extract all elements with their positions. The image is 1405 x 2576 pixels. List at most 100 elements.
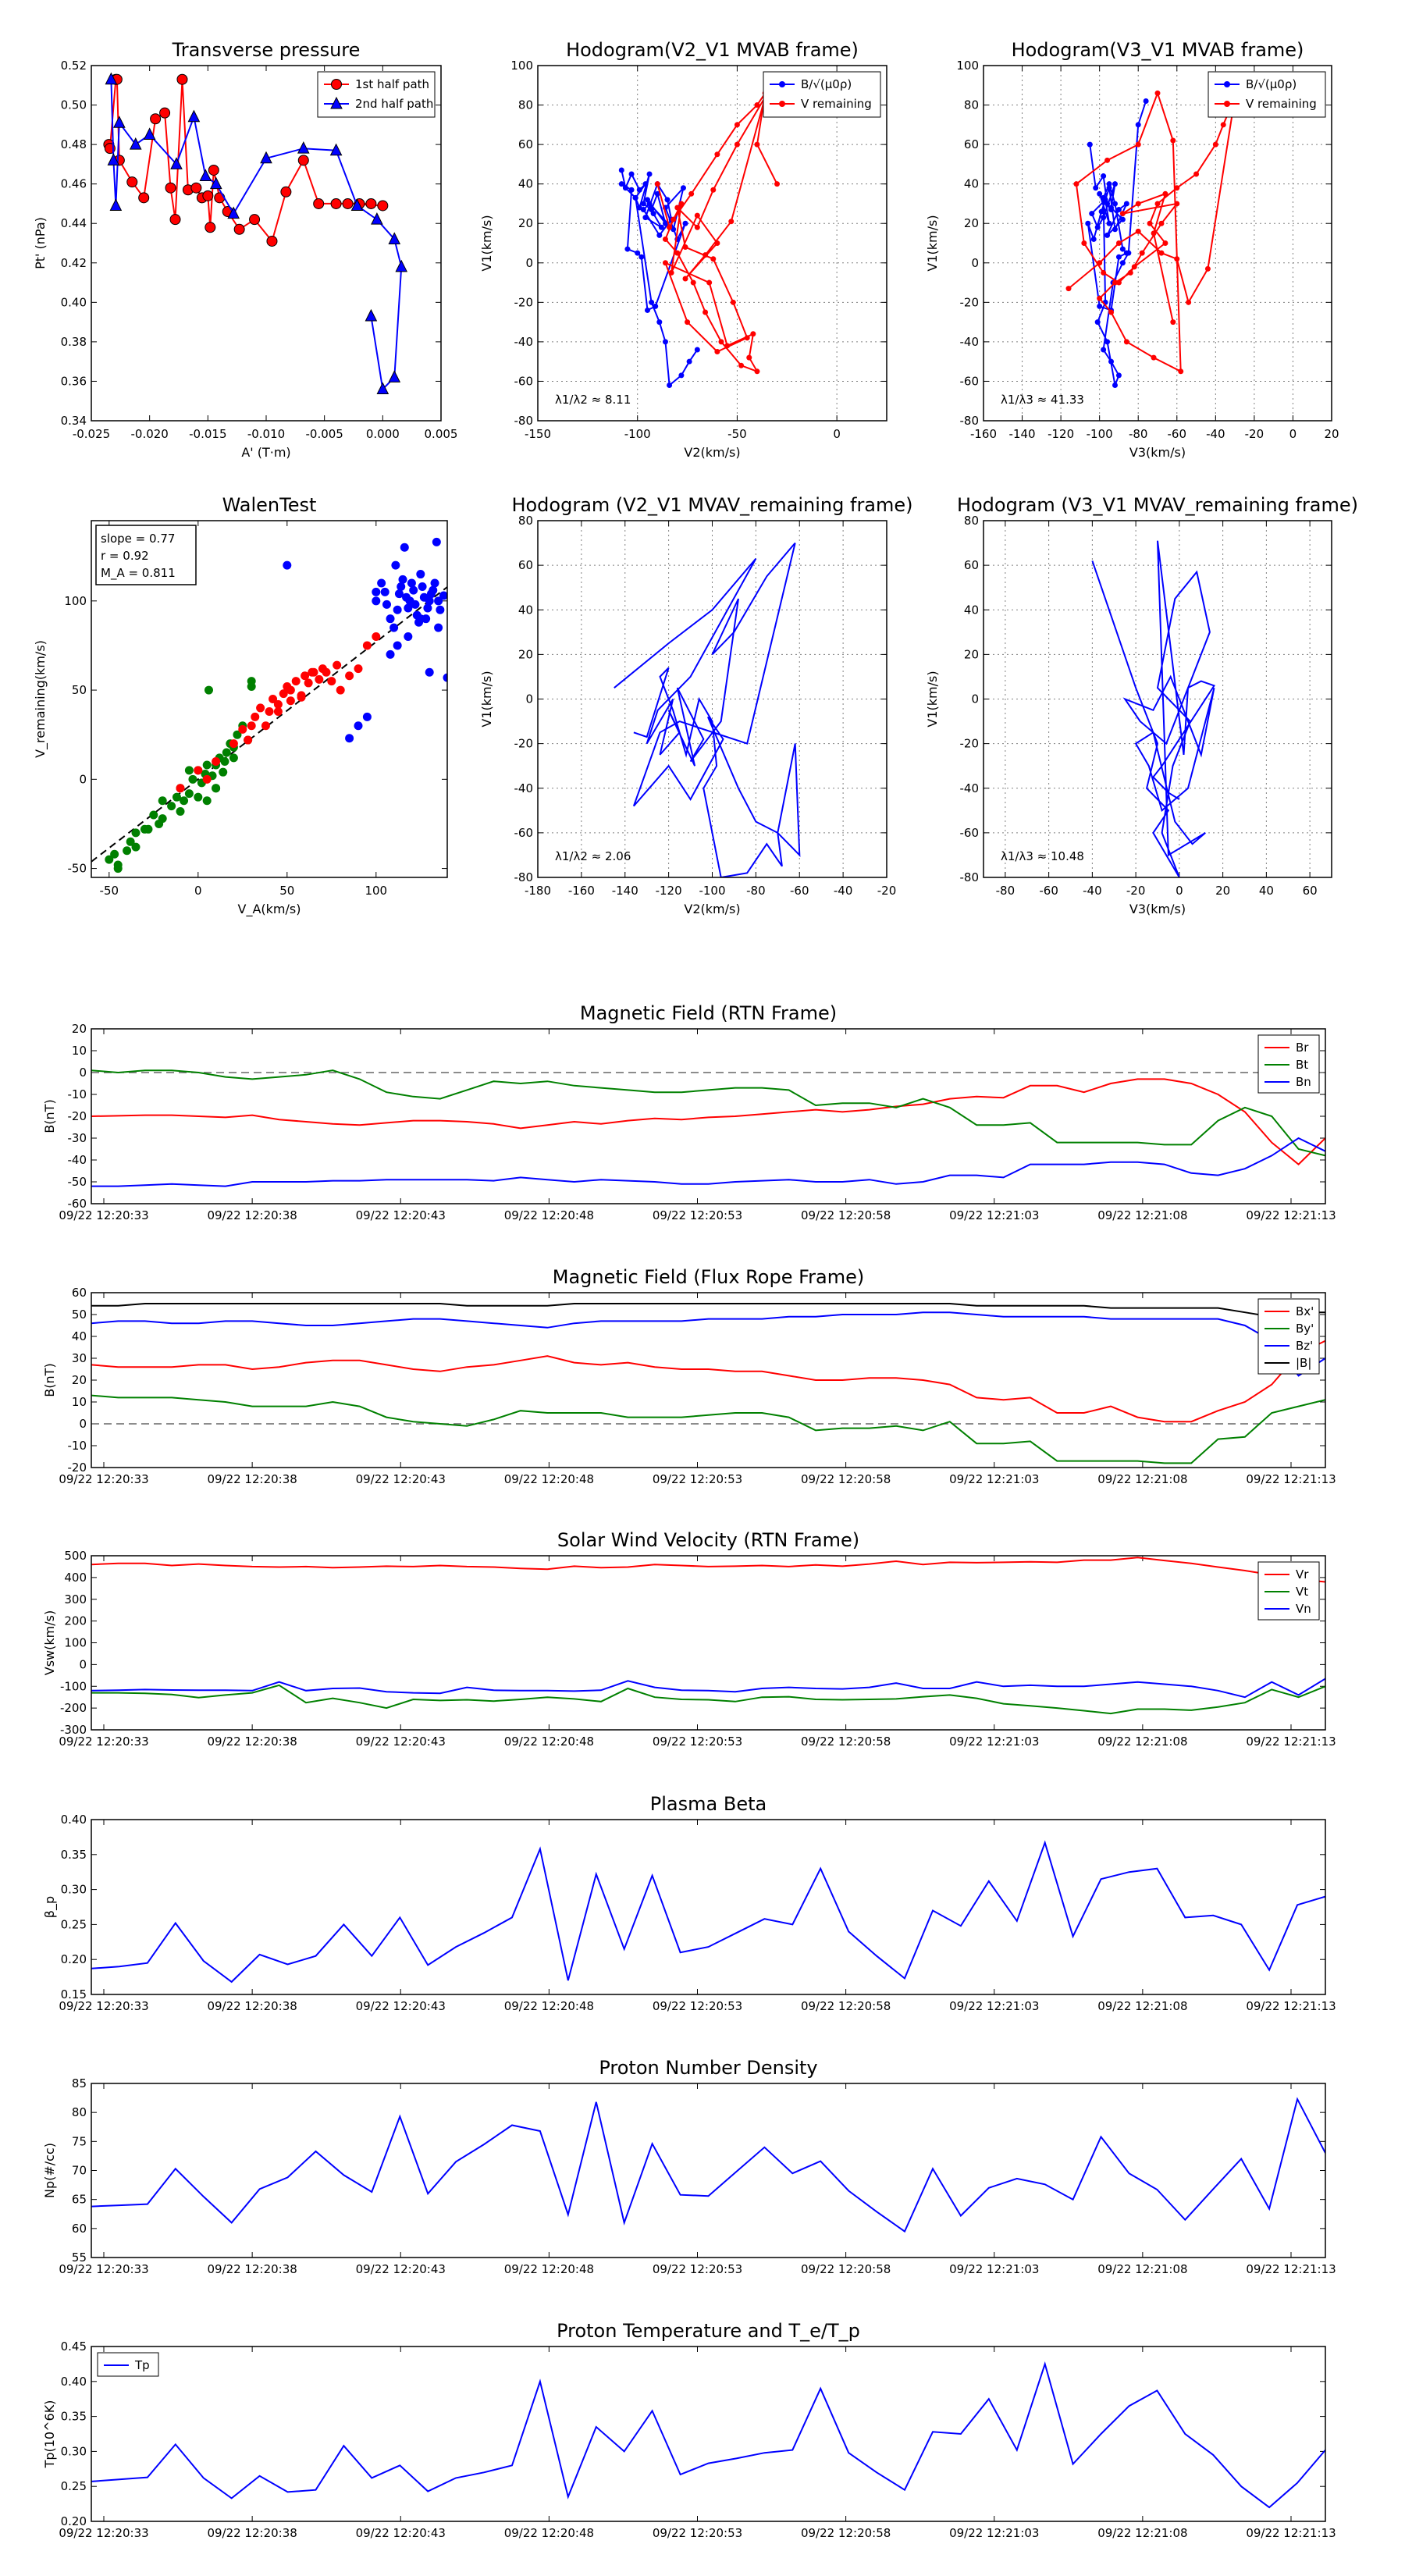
data-point (750, 331, 756, 337)
data-point (107, 153, 120, 165)
data-point (286, 685, 295, 695)
data-point (1094, 319, 1101, 326)
data-point (123, 846, 132, 856)
data-point (247, 721, 256, 731)
data-point (1119, 260, 1126, 266)
x-tick-label: -50 (100, 884, 119, 898)
x-tick-label: -60 (790, 884, 809, 898)
x-tick-label: 09/22 12:21:03 (949, 1735, 1039, 1749)
y-tick-label: 0.30 (61, 1883, 87, 1897)
y-axis-label: B(nT) (42, 1099, 57, 1133)
x-tick-label: 09/22 12:20:58 (801, 2526, 891, 2540)
y-tick-label: 200 (64, 1614, 87, 1628)
x-tick-label: -120 (1048, 427, 1074, 441)
data-point (220, 756, 229, 766)
data-point (388, 370, 401, 382)
data-point (656, 232, 663, 238)
chart-p6: Hodogram (V3_V1 MVAV_remaining frame) -80… (925, 494, 1358, 916)
data-point (1204, 265, 1211, 272)
y-tick-label: 65 (72, 2193, 87, 2207)
x-tick-label: 09/22 12:20:43 (356, 1999, 446, 2013)
x-tick-label: 09/22 12:20:48 (504, 1472, 594, 1486)
y-tick-label: 20 (964, 647, 979, 661)
data-point (187, 109, 201, 123)
data-point (238, 724, 247, 734)
y-tick-label: -20 (514, 295, 534, 309)
y-tick-label: -40 (960, 335, 980, 349)
x-tick-label: -80 (996, 884, 1016, 898)
x-tick-label: 0 (1176, 884, 1183, 898)
data-point (158, 796, 167, 806)
data-point (1174, 256, 1180, 262)
axes-frame (91, 65, 442, 422)
data-point (1131, 264, 1137, 270)
x-tick-label: 09/22 12:20:58 (801, 2262, 891, 2276)
data-point (386, 614, 395, 624)
data-point (416, 570, 425, 579)
data-point (694, 347, 700, 353)
data-point (322, 667, 331, 677)
x-tick-label: 09/22 12:20:53 (653, 1999, 742, 2013)
x-tick-label: 09/22 12:20:58 (801, 1472, 891, 1486)
x-tick-label: 09/22 12:20:43 (356, 1472, 446, 1486)
legend-label: Bt (1296, 1058, 1308, 1072)
data-point (1097, 303, 1103, 309)
x-axis-label: V3(km/s) (1129, 902, 1186, 916)
chart-title: Plasma Beta (650, 1793, 767, 1815)
y-tick-label: 0.45 (61, 2339, 87, 2354)
series-line-Bn (91, 1137, 1325, 1187)
x-tick-label: -20 (1245, 427, 1264, 441)
data-point (266, 235, 278, 247)
x-tick-label: 09/22 12:20:48 (504, 1999, 594, 2013)
data-point (190, 182, 202, 194)
x-tick-label: 09/22 12:20:38 (207, 1208, 297, 1222)
data-point (670, 216, 677, 222)
data-point (382, 600, 391, 609)
axes-frame (91, 520, 448, 878)
x-tick-label: -40 (834, 884, 853, 898)
x-axis-label: V3(km/s) (1129, 445, 1186, 460)
x-tick-label: 60 (1303, 884, 1318, 898)
data-point (188, 774, 197, 784)
y-tick-label: 0.25 (61, 1917, 87, 1931)
y-tick-label: 100 (510, 59, 533, 73)
data-point (744, 335, 750, 341)
data-point (140, 824, 149, 834)
chart-title: Proton Temperature and T_e/T_p (557, 2320, 860, 2342)
data-point (654, 190, 660, 197)
x-tick-label: 0.000 (366, 427, 400, 441)
y-tick-label: -100 (60, 1679, 87, 1693)
series-line-βp (91, 1840, 1325, 1984)
legend-label: Bx' (1296, 1304, 1314, 1318)
legend-marker (1224, 101, 1230, 107)
y-tick-label: 40 (518, 177, 533, 191)
plot-area (1091, 540, 1216, 877)
data-point (640, 201, 646, 207)
chart-title: Hodogram (V2_V1 MVAV_remaining frame) (511, 494, 912, 516)
y-tick-label: 60 (964, 137, 979, 151)
y-tick-label: 20 (964, 216, 979, 230)
x-tick-label: 0 (1289, 427, 1297, 441)
data-point (664, 197, 670, 203)
x-tick-label: 09/22 12:20:33 (59, 2526, 148, 2540)
data-point (297, 155, 309, 166)
data-point (718, 339, 724, 345)
data-point (400, 543, 409, 552)
x-axis-label: V2(km/s) (684, 445, 740, 460)
data-point (209, 176, 222, 190)
data-point (1097, 260, 1103, 266)
data-point (682, 276, 688, 282)
plot-area (91, 1069, 1325, 1187)
data-point (710, 256, 717, 262)
x-tick-label: 09/22 12:21:08 (1097, 1472, 1187, 1486)
y-tick-label: 0 (79, 1657, 87, 1671)
x-tick-label: 09/22 12:20:58 (801, 1735, 891, 1749)
axes-frame (983, 65, 1332, 422)
data-point (1143, 98, 1149, 104)
legend-label: B/√(μ0ρ) (1246, 77, 1297, 91)
x-tick-label: -150 (525, 427, 551, 441)
series-line-Vr (91, 1557, 1325, 1583)
x-tick-label: -0.025 (73, 427, 110, 441)
legend-label: Br (1296, 1041, 1309, 1055)
data-point (194, 766, 203, 775)
